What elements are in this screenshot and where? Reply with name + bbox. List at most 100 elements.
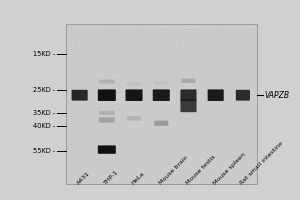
Point xyxy=(143,142,148,145)
Point xyxy=(71,58,76,62)
Point xyxy=(76,115,81,118)
Point xyxy=(65,99,70,102)
Point xyxy=(78,132,83,135)
Point xyxy=(143,154,148,158)
Point xyxy=(241,51,245,54)
Point xyxy=(121,67,126,70)
Point xyxy=(138,35,143,38)
Point xyxy=(190,112,194,116)
Point xyxy=(131,154,136,157)
Point xyxy=(139,77,144,80)
Point xyxy=(111,69,116,72)
Point xyxy=(242,48,247,52)
Point xyxy=(113,92,118,95)
Point xyxy=(238,149,243,152)
Point xyxy=(86,48,91,52)
Point xyxy=(174,163,178,167)
Point xyxy=(144,55,149,58)
Point xyxy=(89,150,94,154)
Point xyxy=(71,76,76,79)
Point xyxy=(203,133,208,136)
Point xyxy=(145,47,150,50)
Point xyxy=(93,124,98,127)
Point xyxy=(200,33,205,37)
Point xyxy=(176,177,180,180)
Point xyxy=(116,78,121,81)
Point xyxy=(155,177,160,180)
Point xyxy=(120,135,124,138)
Point xyxy=(183,105,188,109)
Point xyxy=(91,134,95,137)
Point xyxy=(220,180,224,183)
Point xyxy=(64,36,69,40)
Point xyxy=(158,128,163,131)
Point xyxy=(165,77,170,80)
Point xyxy=(134,176,139,180)
Point xyxy=(234,90,239,93)
Point xyxy=(211,46,216,50)
Point xyxy=(198,126,203,129)
Point xyxy=(118,120,123,123)
Point xyxy=(78,95,83,98)
Point xyxy=(71,98,76,101)
Point xyxy=(243,151,248,155)
Point xyxy=(103,135,107,138)
Point xyxy=(209,59,214,62)
Point xyxy=(200,97,205,100)
Point xyxy=(193,182,197,185)
Point xyxy=(181,45,185,48)
Point xyxy=(100,50,105,53)
Point xyxy=(64,170,69,173)
Point xyxy=(73,42,78,45)
Point xyxy=(88,100,93,104)
Point xyxy=(246,112,251,115)
Point xyxy=(131,74,136,78)
Point xyxy=(128,142,133,145)
Point xyxy=(163,74,168,77)
Point xyxy=(167,170,172,173)
Point xyxy=(121,90,126,93)
Point xyxy=(93,140,98,143)
Point xyxy=(178,141,183,144)
Point xyxy=(216,26,220,29)
Point xyxy=(158,43,163,46)
Point xyxy=(239,132,244,135)
Point xyxy=(70,157,75,160)
Point xyxy=(99,32,103,35)
Point xyxy=(207,108,212,112)
Point xyxy=(112,25,117,28)
Point xyxy=(154,132,159,135)
Point xyxy=(168,31,173,35)
Point xyxy=(178,40,182,43)
Point xyxy=(222,96,226,99)
Point xyxy=(242,40,247,43)
Point xyxy=(219,164,224,168)
Point xyxy=(184,101,189,104)
Point xyxy=(250,124,255,127)
Point xyxy=(162,168,167,171)
Point xyxy=(129,175,134,178)
Point xyxy=(98,92,103,95)
Point xyxy=(123,76,128,79)
Point xyxy=(241,36,246,39)
Point xyxy=(162,140,167,143)
Point xyxy=(97,103,101,106)
Point xyxy=(203,154,208,157)
Point xyxy=(132,100,137,103)
Point xyxy=(153,167,158,171)
Point xyxy=(182,127,187,131)
Text: A431: A431 xyxy=(76,171,91,186)
Point xyxy=(188,153,193,156)
Point xyxy=(112,120,117,124)
Point xyxy=(218,71,223,74)
Point xyxy=(220,121,225,125)
Point xyxy=(77,82,82,85)
Point xyxy=(253,99,257,102)
Point xyxy=(191,157,196,161)
Point xyxy=(157,52,162,55)
Point xyxy=(228,77,233,80)
Point xyxy=(116,107,120,110)
Point xyxy=(141,45,146,49)
Point xyxy=(114,155,118,158)
Point xyxy=(104,76,109,79)
